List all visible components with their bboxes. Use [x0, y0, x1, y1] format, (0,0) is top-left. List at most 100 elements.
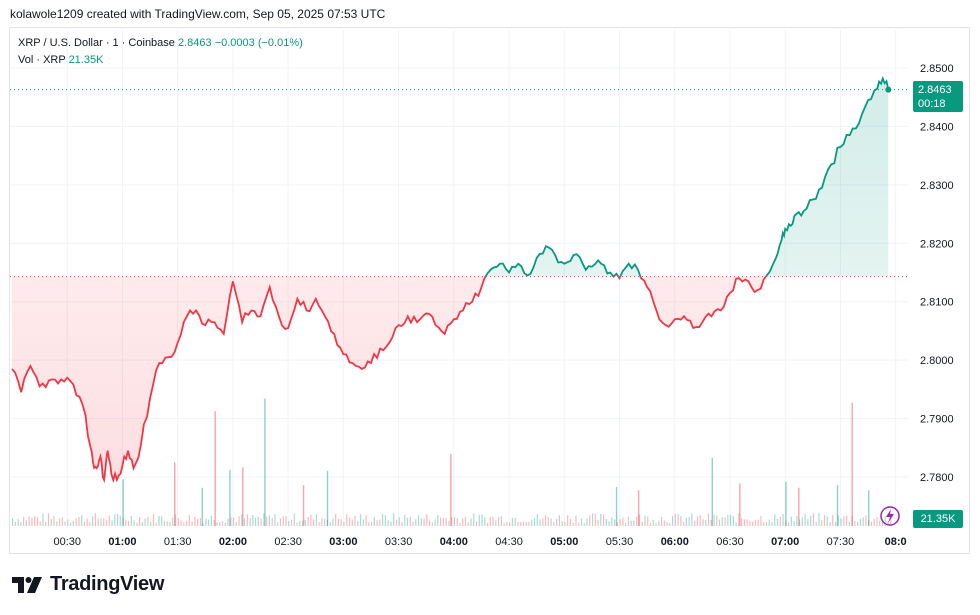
volume-bar	[879, 520, 881, 526]
volume-bar	[393, 513, 395, 526]
chart-legend: XRP / U.S. Dollar · 1 · Coinbase 2.8463 …	[18, 35, 303, 69]
volume-bar	[677, 514, 679, 526]
volume-bar	[779, 516, 781, 526]
volume-bar	[459, 522, 461, 526]
volume-bar	[848, 521, 850, 526]
volume-bar	[547, 516, 549, 526]
volume-bar	[782, 513, 784, 526]
volume-bar	[136, 522, 138, 526]
volume-bar	[721, 517, 723, 526]
volume-bar	[12, 518, 14, 526]
volume-bar	[155, 522, 157, 526]
lightning-camera-icon[interactable]	[880, 506, 900, 526]
volume-bar	[851, 516, 853, 526]
volume-bar	[757, 519, 759, 526]
volume-bar	[644, 515, 646, 526]
volume-bar	[255, 517, 257, 526]
volume-bar	[749, 520, 751, 526]
volume-bar	[470, 518, 472, 526]
volume-bar	[58, 518, 61, 526]
y-tick-label: 2.8000	[920, 355, 954, 367]
volume-bar	[553, 521, 555, 526]
volume-bar	[591, 513, 594, 526]
x-tick-label: 06:00	[661, 536, 689, 548]
volume-bar	[45, 521, 47, 526]
volume-bar	[434, 519, 436, 526]
legend-symbol[interactable]: XRP / U.S. Dollar · 1 · Coinbase	[18, 37, 175, 49]
volume-bar	[448, 520, 450, 526]
volume-bar	[242, 467, 244, 526]
volume-bar	[174, 462, 176, 526]
volume-bar	[774, 514, 776, 526]
volume-bar	[481, 514, 483, 526]
volume-bar	[268, 515, 271, 526]
volume-bar	[790, 516, 792, 526]
volume-bar	[445, 518, 447, 526]
volume-bar	[81, 515, 83, 526]
volume-bar	[201, 487, 204, 526]
x-tick-label: 03:30	[385, 536, 413, 548]
volume-bar	[404, 514, 406, 526]
tradingview-logo[interactable]: TradingView	[12, 573, 164, 596]
time-axis[interactable]: 00:30 01:00 01:30 02:00 02:30 03:00 03:30 04:00…	[53, 536, 906, 548]
price-line-down	[11, 276, 768, 484]
last-price-value: 2.8463	[918, 84, 952, 96]
volume-bar	[533, 518, 536, 526]
volume-bar	[440, 517, 442, 526]
volume-bar	[713, 514, 715, 526]
volume-bar	[514, 517, 516, 526]
volume-bar	[694, 520, 696, 526]
volume-bar	[177, 518, 179, 526]
volume-bar	[637, 490, 640, 526]
volume-bar	[277, 522, 279, 526]
volume-bar	[862, 517, 864, 526]
area-fill-above	[485, 78, 889, 277]
volume-bar	[876, 517, 878, 526]
volume-bar	[437, 514, 439, 526]
y-tick-label: 2.7900	[920, 414, 954, 426]
volume-bar	[556, 518, 558, 526]
volume-bar	[246, 514, 248, 526]
volume-bar	[53, 516, 55, 526]
volume-bar	[649, 522, 652, 526]
volume-bar	[558, 515, 560, 526]
volume-bar	[542, 518, 544, 526]
volume-bar	[660, 516, 663, 526]
volume-bar	[103, 518, 105, 526]
volume-bar	[224, 522, 226, 526]
volume-bar	[655, 522, 657, 526]
x-tick-label: 05:30	[606, 536, 634, 548]
volume-bar	[707, 513, 710, 526]
volume-bar	[111, 520, 113, 526]
volume-bar	[94, 513, 97, 526]
volume-bar	[183, 522, 185, 526]
volume-bar	[580, 518, 583, 526]
volume-bar	[699, 515, 701, 526]
legend-change: −0.0003 (−0.01%)	[214, 37, 303, 49]
volume-bar	[279, 518, 282, 526]
legend-price: 2.8463	[177, 37, 212, 49]
volume-bar	[834, 521, 837, 526]
volume-bar	[666, 522, 668, 526]
volume-bar	[531, 519, 533, 526]
volume-bar	[705, 519, 707, 526]
volume-bar	[812, 513, 815, 526]
volume-bar	[199, 518, 201, 526]
legend-volume-label[interactable]: Vol · XRP	[18, 54, 66, 66]
chart-frame[interactable]	[9, 27, 970, 554]
price-axis[interactable]: 2.8500 2.8400 2.8300 2.8200 2.8100 2.8000 2.79…	[920, 63, 954, 484]
volume-bar	[464, 516, 467, 526]
volume-bar	[332, 518, 334, 526]
chart-credit: kolawole1209 created with TradingView.co…	[10, 7, 386, 21]
volume-bar	[486, 522, 489, 526]
volume-bar	[506, 521, 508, 526]
volume-bar	[522, 521, 525, 526]
x-tick-label: 00:30	[53, 536, 81, 548]
volume-bar	[387, 520, 389, 526]
volume-bar	[503, 522, 505, 526]
volume-bar	[56, 521, 58, 526]
volume-bar	[821, 520, 823, 526]
volume-bar	[205, 518, 207, 526]
volume-bar	[865, 515, 867, 526]
